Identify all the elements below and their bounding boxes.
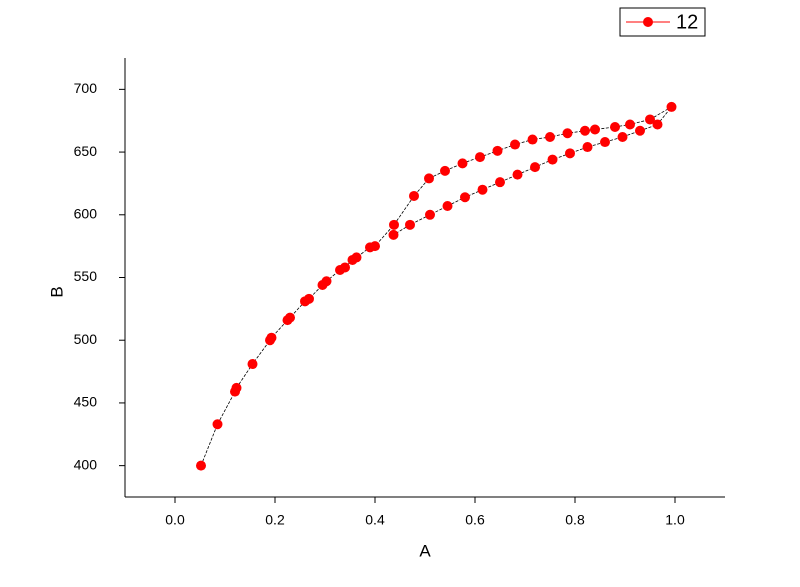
marker [475, 152, 485, 163]
marker [590, 124, 600, 135]
y-tick-label: 650 [74, 143, 98, 159]
series-line [200, 106, 672, 466]
marker [512, 169, 523, 180]
marker [547, 154, 558, 165]
legend-marker [643, 17, 653, 27]
legend-label: 12 [676, 11, 698, 33]
marker [652, 119, 663, 130]
marker [389, 219, 399, 230]
y-tick-label: 400 [74, 456, 98, 472]
marker [351, 252, 362, 263]
marker [340, 262, 350, 273]
marker [666, 101, 677, 112]
marker [530, 162, 540, 173]
y-tick-label: 550 [74, 268, 98, 284]
marker [425, 209, 435, 220]
marker [304, 293, 314, 304]
marker [440, 165, 450, 176]
marker [600, 137, 610, 148]
y-axis-title: B [47, 286, 66, 297]
x-axis-title: A [419, 541, 431, 560]
x-tick-label: 0.8 [565, 512, 585, 528]
marker [527, 134, 538, 145]
x-tick-label: 1.0 [665, 512, 685, 528]
y-tick-label: 600 [74, 205, 98, 221]
x-tick-label: 0.4 [365, 512, 385, 528]
marker [285, 312, 295, 323]
marker [492, 145, 503, 156]
marker [580, 125, 590, 136]
marker [545, 132, 555, 143]
marker [196, 460, 206, 471]
x-tick-label: 0.2 [265, 512, 285, 528]
marker [405, 219, 415, 230]
marker [510, 139, 520, 150]
marker [442, 201, 453, 212]
marker [266, 332, 277, 343]
marker [388, 229, 399, 240]
marker [565, 148, 575, 159]
marker [582, 142, 593, 153]
y-tick-label: 500 [74, 331, 98, 347]
marker [424, 173, 434, 184]
marker [409, 190, 419, 201]
marker [610, 121, 620, 132]
marker [460, 192, 470, 203]
marker [212, 419, 223, 430]
y-tick-label: 700 [74, 80, 98, 96]
marker [247, 359, 258, 370]
marker [495, 177, 505, 188]
marker [477, 184, 488, 195]
marker [231, 382, 242, 393]
y-tick-label: 450 [74, 394, 98, 410]
marker [625, 119, 635, 130]
marker [370, 241, 380, 252]
marker [321, 276, 332, 287]
marker [562, 128, 573, 139]
x-tick-label: 0.6 [465, 512, 485, 528]
x-tick-label: 0.0 [165, 512, 185, 528]
marker [617, 132, 628, 143]
marker [645, 114, 655, 125]
marker [635, 125, 645, 136]
marker [457, 158, 468, 169]
